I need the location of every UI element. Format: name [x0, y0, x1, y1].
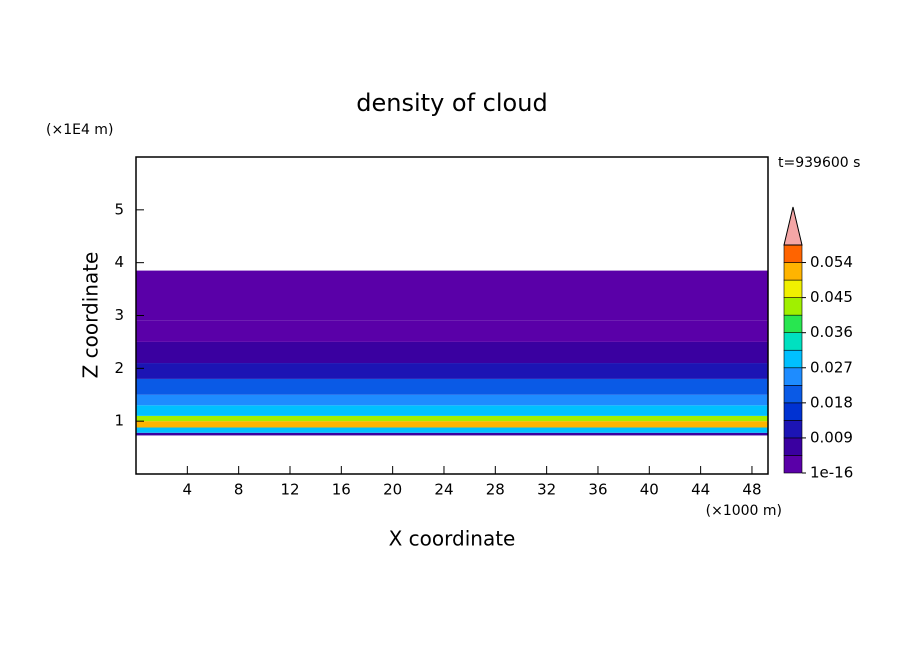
- colorbar-tick-label: 0.027: [810, 358, 853, 376]
- contour-band: [136, 320, 768, 342]
- contour-band: [136, 394, 768, 406]
- y-axis-label: Z coordinate: [79, 252, 103, 379]
- colorbar-swatch: [783, 437, 803, 456]
- colorbar-swatch: [783, 279, 803, 298]
- colorbar-swatch: [783, 420, 803, 439]
- x-tick-label: 20: [383, 481, 402, 499]
- colorbar-swatch: [783, 402, 803, 421]
- colorbar-swatch: [783, 297, 803, 316]
- x-tick-label: 32: [537, 481, 556, 499]
- contour-band: [136, 270, 768, 321]
- x-tick-label: 12: [280, 481, 299, 499]
- colorbar-swatch: [783, 349, 803, 369]
- colorbar-swatch: [783, 244, 803, 263]
- contour-band: [136, 378, 768, 395]
- time-annotation: t=939600 s: [778, 155, 860, 171]
- x-unit: (×1000 m): [706, 503, 782, 519]
- x-tick-label: 4: [183, 481, 193, 499]
- y-tick-label: 3: [114, 306, 124, 324]
- x-axis-label: X coordinate: [389, 527, 516, 551]
- colorbar-swatch: [783, 332, 803, 351]
- colorbar-swatch: [783, 455, 803, 474]
- x-tick-label: 16: [332, 481, 351, 499]
- colorbar-swatch: [783, 314, 803, 333]
- colorbar-tick-label: 1e-16: [810, 464, 853, 482]
- x-tick-label: 28: [486, 481, 505, 499]
- contour-band: [136, 405, 768, 416]
- x-tick-label: 44: [691, 481, 710, 499]
- chart-title: density of cloud: [356, 89, 547, 117]
- x-tick-label: 8: [234, 481, 244, 499]
- colorbar-swatch: [783, 262, 803, 281]
- y-tick-label: 2: [114, 359, 124, 377]
- colorbar-swatch: [783, 385, 803, 404]
- contour-band: [136, 363, 768, 379]
- x-tick-label: 48: [742, 481, 761, 499]
- x-tick-label: 40: [640, 481, 659, 499]
- contour-band: [136, 415, 768, 422]
- x-tick-label: 24: [434, 481, 453, 499]
- contour-band: [136, 421, 768, 428]
- colorbar-tick-label: 0.036: [810, 323, 853, 341]
- y-tick-label: 4: [114, 253, 124, 271]
- contour-band: [136, 432, 768, 436]
- colorbar-tick-label: 0.009: [810, 428, 853, 446]
- y-tick-label: 1: [114, 412, 124, 430]
- colorbar-tick-label: 0.045: [810, 288, 853, 306]
- y-tick-label: 5: [114, 200, 124, 218]
- colorbar-swatch: [783, 367, 803, 386]
- colorbar-extend: [783, 206, 803, 246]
- contour-band: [136, 341, 768, 364]
- x-tick-label: 36: [588, 481, 607, 499]
- colorbar-tick-label: 0.018: [810, 393, 853, 411]
- y-unit: (×1E4 m): [46, 122, 113, 138]
- contour-band: [136, 427, 768, 433]
- colorbar-tick-label: 0.054: [810, 253, 853, 271]
